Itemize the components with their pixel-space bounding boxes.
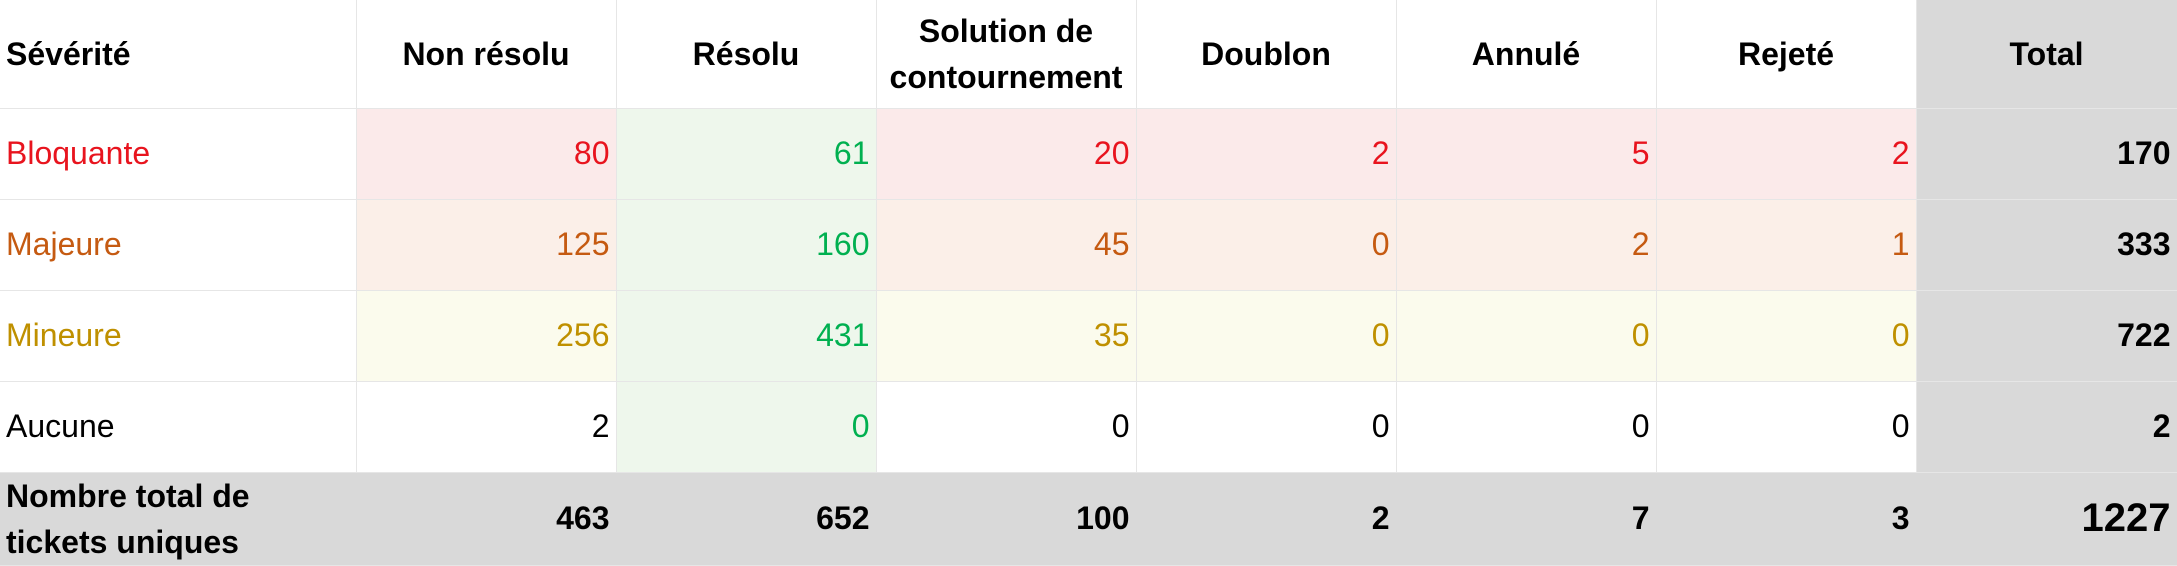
cell-contournement: 35 <box>876 290 1137 382</box>
cell-doublon: 2 <box>1136 108 1397 200</box>
total-annule: 7 <box>1396 472 1657 566</box>
header-severity: Sévérité <box>0 0 357 109</box>
header-annule: Annulé <box>1396 0 1657 109</box>
header-non-resolu: Non résolu <box>356 0 617 109</box>
cell-total: 722 <box>1916 290 2177 382</box>
header-resolu: Résolu <box>616 0 877 109</box>
header-doublon: Doublon <box>1136 0 1397 109</box>
row-bloquante: Bloquante 80 61 20 2 5 2 170 <box>0 108 2177 200</box>
header-contournement: Solution de contournement <box>876 0 1137 109</box>
row-mineure: Mineure 256 431 35 0 0 0 722 <box>0 290 2177 382</box>
cell-contournement: 45 <box>876 199 1137 291</box>
header-row: Sévérité Non résolu Résolu Solution de c… <box>0 0 2177 109</box>
row-label: Aucune <box>0 381 357 473</box>
cell-total: 2 <box>1916 381 2177 473</box>
row-label: Mineure <box>0 290 357 382</box>
row-aucune: Aucune 2 0 0 0 0 0 2 <box>0 381 2177 473</box>
cell-non-resolu: 2 <box>356 381 617 473</box>
cell-contournement: 20 <box>876 108 1137 200</box>
cell-resolu: 160 <box>616 199 877 291</box>
grand-total: 1227 <box>1916 472 2177 566</box>
cell-rejete: 0 <box>1656 290 1917 382</box>
cell-doublon: 0 <box>1136 199 1397 291</box>
cell-annule: 0 <box>1396 290 1657 382</box>
cell-rejete: 1 <box>1656 199 1917 291</box>
cell-total: 170 <box>1916 108 2177 200</box>
row-label: Bloquante <box>0 108 357 200</box>
cell-resolu: 61 <box>616 108 877 200</box>
total-doublon: 2 <box>1136 472 1397 566</box>
total-non-resolu: 463 <box>356 472 617 566</box>
total-rejete: 3 <box>1656 472 1917 566</box>
row-label: Majeure <box>0 199 357 291</box>
cell-resolu: 431 <box>616 290 877 382</box>
cell-doublon: 0 <box>1136 290 1397 382</box>
cell-rejete: 2 <box>1656 108 1917 200</box>
cell-annule: 0 <box>1396 381 1657 473</box>
row-majeure: Majeure 125 160 45 0 2 1 333 <box>0 199 2177 291</box>
cell-annule: 5 <box>1396 108 1657 200</box>
header-total: Total <box>1916 0 2177 109</box>
cell-rejete: 0 <box>1656 381 1917 473</box>
cell-non-resolu: 125 <box>356 199 617 291</box>
cell-total: 333 <box>1916 199 2177 291</box>
cell-doublon: 0 <box>1136 381 1397 473</box>
cell-contournement: 0 <box>876 381 1137 473</box>
totals-row: Nombre total de tickets uniques 463 652 … <box>0 472 2177 566</box>
cell-non-resolu: 80 <box>356 108 617 200</box>
cell-resolu: 0 <box>616 381 877 473</box>
cell-annule: 2 <box>1396 199 1657 291</box>
cell-non-resolu: 256 <box>356 290 617 382</box>
total-contournement: 100 <box>876 472 1137 566</box>
header-rejete: Rejeté <box>1656 0 1917 109</box>
totals-label: Nombre total de tickets uniques <box>0 472 357 566</box>
total-resolu: 652 <box>616 472 877 566</box>
